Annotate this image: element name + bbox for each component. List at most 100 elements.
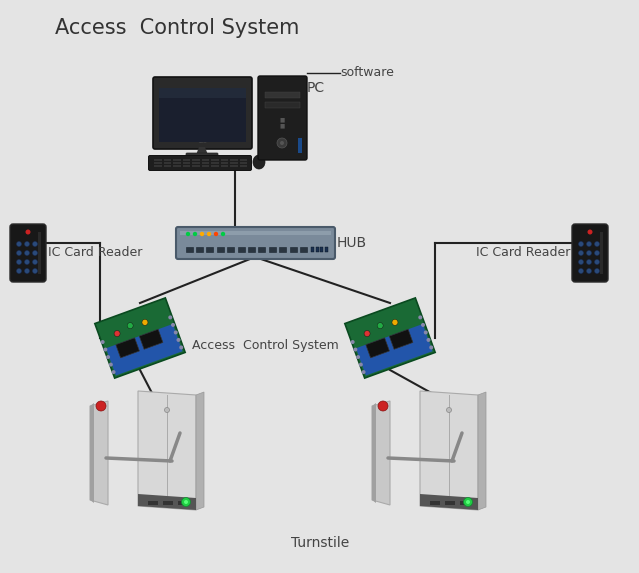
Polygon shape — [138, 494, 196, 510]
FancyBboxPatch shape — [258, 76, 307, 160]
FancyBboxPatch shape — [154, 159, 162, 160]
Circle shape — [587, 230, 592, 234]
Circle shape — [463, 497, 472, 507]
Circle shape — [377, 323, 383, 328]
FancyBboxPatch shape — [220, 159, 228, 160]
Circle shape — [364, 331, 370, 336]
FancyBboxPatch shape — [217, 247, 224, 252]
FancyBboxPatch shape — [206, 247, 213, 252]
FancyBboxPatch shape — [230, 162, 238, 163]
FancyBboxPatch shape — [192, 159, 199, 160]
FancyBboxPatch shape — [164, 162, 171, 163]
Circle shape — [207, 232, 212, 236]
Polygon shape — [90, 401, 108, 505]
Polygon shape — [420, 391, 478, 510]
Circle shape — [109, 363, 113, 367]
Polygon shape — [478, 392, 486, 510]
FancyBboxPatch shape — [159, 88, 246, 98]
Text: IC Card Reader: IC Card Reader — [48, 246, 142, 260]
FancyBboxPatch shape — [265, 102, 300, 108]
FancyBboxPatch shape — [186, 247, 194, 252]
Circle shape — [447, 407, 452, 413]
FancyBboxPatch shape — [289, 247, 297, 252]
Circle shape — [33, 250, 38, 256]
Circle shape — [179, 346, 183, 350]
Polygon shape — [372, 401, 390, 505]
FancyBboxPatch shape — [211, 162, 219, 163]
FancyBboxPatch shape — [201, 159, 209, 160]
Polygon shape — [356, 324, 433, 375]
FancyBboxPatch shape — [154, 162, 162, 163]
FancyBboxPatch shape — [164, 159, 171, 160]
Circle shape — [424, 331, 427, 335]
FancyBboxPatch shape — [258, 247, 265, 252]
Polygon shape — [138, 391, 196, 510]
FancyBboxPatch shape — [240, 164, 247, 167]
Ellipse shape — [253, 155, 265, 169]
Circle shape — [24, 260, 29, 265]
Circle shape — [351, 340, 355, 344]
FancyBboxPatch shape — [148, 501, 158, 505]
Circle shape — [193, 232, 197, 236]
Circle shape — [24, 241, 29, 246]
FancyBboxPatch shape — [248, 247, 256, 252]
FancyBboxPatch shape — [325, 247, 328, 252]
Circle shape — [221, 232, 225, 236]
Circle shape — [33, 241, 38, 246]
FancyBboxPatch shape — [211, 159, 219, 160]
Circle shape — [24, 269, 29, 273]
Text: HUB: HUB — [337, 236, 367, 250]
Circle shape — [114, 331, 120, 336]
FancyBboxPatch shape — [230, 164, 238, 167]
Circle shape — [578, 260, 583, 265]
FancyBboxPatch shape — [10, 224, 46, 282]
FancyBboxPatch shape — [265, 92, 300, 98]
Polygon shape — [196, 147, 208, 155]
Circle shape — [419, 315, 422, 319]
FancyBboxPatch shape — [164, 164, 171, 167]
FancyBboxPatch shape — [230, 159, 238, 160]
Circle shape — [426, 338, 431, 342]
Circle shape — [280, 141, 284, 145]
Circle shape — [104, 348, 107, 352]
FancyBboxPatch shape — [269, 247, 276, 252]
Circle shape — [353, 348, 357, 352]
Circle shape — [578, 269, 583, 273]
FancyBboxPatch shape — [192, 162, 199, 163]
FancyBboxPatch shape — [201, 162, 209, 163]
FancyBboxPatch shape — [183, 164, 190, 167]
Circle shape — [277, 138, 287, 148]
Circle shape — [171, 323, 175, 327]
Polygon shape — [420, 494, 478, 510]
Polygon shape — [106, 324, 183, 375]
Circle shape — [26, 230, 31, 234]
Text: PC: PC — [307, 81, 325, 95]
Polygon shape — [345, 298, 435, 378]
FancyBboxPatch shape — [176, 227, 335, 259]
FancyBboxPatch shape — [220, 164, 228, 167]
FancyBboxPatch shape — [163, 501, 173, 505]
Text: Access  Control System: Access Control System — [55, 18, 300, 38]
FancyBboxPatch shape — [159, 88, 246, 142]
Text: IC Card Reader: IC Card Reader — [475, 246, 570, 260]
Circle shape — [184, 500, 188, 504]
FancyBboxPatch shape — [240, 159, 247, 160]
Polygon shape — [372, 403, 376, 503]
FancyBboxPatch shape — [279, 247, 286, 252]
FancyBboxPatch shape — [173, 164, 180, 167]
Polygon shape — [95, 298, 185, 378]
Circle shape — [127, 323, 133, 328]
Text: ___: ___ — [198, 138, 206, 143]
Circle shape — [578, 241, 583, 246]
Polygon shape — [389, 329, 413, 350]
Text: Turnstile: Turnstile — [291, 536, 349, 550]
Text: software: software — [340, 66, 394, 80]
Circle shape — [466, 500, 470, 504]
Circle shape — [164, 407, 169, 413]
FancyBboxPatch shape — [180, 231, 331, 235]
FancyBboxPatch shape — [300, 247, 307, 252]
FancyBboxPatch shape — [600, 232, 603, 274]
Circle shape — [587, 260, 592, 265]
FancyBboxPatch shape — [320, 247, 323, 252]
Polygon shape — [116, 338, 139, 358]
